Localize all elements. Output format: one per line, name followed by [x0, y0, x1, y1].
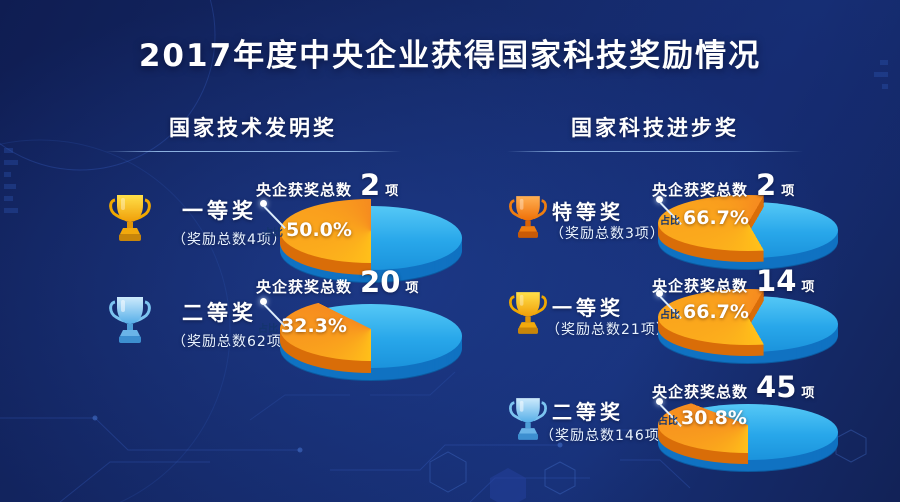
prize-total: （奖励总数3项） [550, 226, 665, 242]
pie-chart-invention-first [280, 199, 462, 283]
won-count-label: 央企获奖总数 45 项 [652, 370, 815, 404]
share-percentage: 占比 50.0% [263, 219, 352, 241]
trophy-blue-icon [509, 398, 547, 440]
pie-chart-invention-second [280, 297, 462, 381]
page-title: 2017年度中央企业获得国家科技奖励情况 [138, 38, 762, 74]
prize-name: 二等奖 [182, 301, 257, 325]
pie-chart-progress-special [658, 195, 838, 270]
prize-total: （奖励总数62项） [172, 334, 297, 350]
prize-total: （奖励总数4项） [172, 232, 287, 248]
award-row-progress-first: 一等奖 （奖励总数21项） 央企获奖总数 14 项 占比 66.7% [500, 259, 890, 384]
award-row-invention-second: 二等奖 （奖励总数62项） 央企获奖总数 20 项 占比 32.3% [100, 261, 490, 391]
won-count-label: 央企获奖总数 14 项 [652, 264, 815, 298]
prize-name: 二等奖 [552, 400, 624, 424]
share-percentage: 占比 30.8% [658, 407, 747, 429]
section-header-progress: 国家科技进步奖 [571, 116, 739, 140]
prize-total: （奖励总数21项） [546, 322, 671, 338]
prize-name: 特等奖 [552, 200, 624, 224]
section-underline [507, 151, 803, 152]
pie-chart-progress-first [658, 289, 838, 364]
trophy-blue-icon [109, 297, 151, 343]
section-header-invention: 国家技术发明奖 [169, 116, 337, 140]
won-count-label: 央企获奖总数 2 项 [652, 168, 795, 202]
award-row-progress-second: 二等奖 （奖励总数146项） 央企获奖总数 45 项 占比 30.8% [500, 363, 890, 493]
share-percentage: 占比 66.7% [660, 301, 749, 323]
prize-name: 一等奖 [182, 199, 257, 223]
prize-total: （奖励总数146项） [540, 428, 675, 444]
prize-name: 一等奖 [552, 296, 624, 320]
share-percentage: 占比 66.7% [660, 207, 749, 229]
award-row-invention-first: 一等奖 （奖励总数4项） 央企获奖总数 2 项 占比 50.0% [100, 163, 490, 293]
won-count-label: 央企获奖总数 2 项 [256, 168, 399, 202]
won-count-label: 央企获奖总数 20 项 [256, 265, 419, 299]
award-row-progress-special: 特等奖 （奖励总数3项） 央企获奖总数 2 项 占比 66.7% [500, 163, 890, 288]
trophy-orange-icon [509, 196, 547, 238]
pie-chart-progress-second [658, 397, 838, 472]
trophy-gold-icon [109, 195, 151, 241]
section-underline [105, 151, 401, 152]
share-percentage: 占比 32.3% [258, 315, 347, 337]
trophy-gold-icon [509, 292, 547, 334]
